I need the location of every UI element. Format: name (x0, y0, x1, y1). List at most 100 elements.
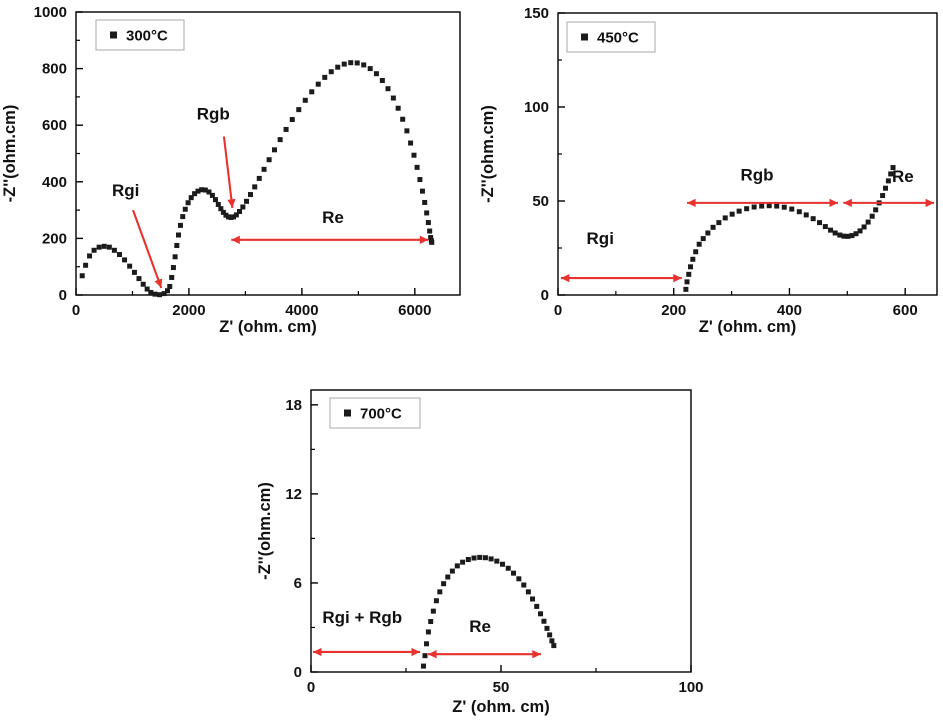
data-point (192, 191, 198, 197)
data-point (169, 274, 175, 280)
arrow-head (532, 650, 541, 659)
data-point (188, 195, 194, 201)
data-point (127, 263, 133, 269)
data-point (177, 222, 183, 228)
data-point (395, 105, 401, 111)
data-point (172, 254, 178, 260)
data-point (106, 244, 112, 250)
data-point (175, 232, 181, 238)
data-point (373, 71, 379, 77)
data-point (228, 214, 234, 220)
data-series (683, 165, 896, 292)
data-point (516, 576, 522, 582)
annotation-label: Re (892, 167, 914, 186)
data-point (218, 206, 224, 212)
data-point (424, 641, 430, 647)
data-point (828, 227, 834, 233)
data-point (302, 97, 308, 103)
data-point (766, 203, 772, 209)
nyquist-plot-700c: 0 50 100 0 6 12 18 Z' (ohm. cm) -Z''(ohm.cm) Rgi … (256, 389, 704, 716)
data-point (865, 219, 871, 225)
y-tick-label: 400 (42, 174, 67, 191)
data-point (400, 116, 406, 122)
data-point (429, 239, 435, 245)
data-point (521, 582, 527, 588)
data-point (335, 64, 341, 70)
y-tick-label: 1000 (34, 4, 67, 21)
data-point (751, 204, 757, 210)
data-point (422, 199, 428, 205)
data-point (420, 663, 426, 669)
data-point (144, 286, 150, 292)
axes: 0 200 400 600 0 50 100 150 (524, 5, 918, 319)
data-point (710, 224, 716, 230)
y-tick-label: 800 (42, 61, 67, 78)
annotation-label: Rgb (741, 165, 774, 184)
data-point (494, 558, 500, 564)
annotation-label: Re (469, 617, 491, 636)
data-point (471, 555, 477, 561)
data-point (857, 228, 863, 234)
x-tick-label: 0 (307, 679, 315, 696)
y-tick-label: 18 (285, 397, 302, 414)
data-point (759, 203, 765, 209)
data-point (404, 128, 410, 134)
data-point (341, 61, 347, 67)
arrow-head (154, 278, 163, 288)
data-point (379, 77, 385, 83)
data-point (454, 563, 460, 569)
data-point (79, 273, 85, 279)
y-tick-label: 200 (42, 230, 67, 247)
data-point (385, 86, 391, 92)
y-axis-label: -Z''(ohm.cm) (1, 105, 19, 203)
data-point (690, 256, 696, 262)
data-point (853, 231, 859, 237)
data-point (408, 140, 414, 146)
arrow-head (687, 198, 696, 208)
data-point (437, 589, 443, 595)
data-point (736, 208, 742, 214)
arrow-head (560, 273, 570, 283)
data-point (441, 581, 447, 587)
data-point (209, 192, 215, 198)
arrow-head (843, 198, 852, 208)
legend: 300°C (95, 19, 185, 51)
nyquist-plot-450c: 0 200 400 600 0 50 100 150 Z' (ohm. cm) -Z''(ohm.… (479, 5, 938, 336)
arrow-head (925, 198, 935, 208)
data-point (488, 556, 494, 562)
data-point (164, 288, 170, 294)
x-tick-label: 6000 (398, 302, 431, 319)
data-point (354, 60, 360, 66)
arrow-head (227, 198, 236, 208)
data-point (832, 230, 838, 236)
data-point (83, 262, 89, 268)
data-point (161, 291, 167, 297)
legend: 450°C (566, 21, 656, 53)
data-point (500, 561, 506, 567)
data-point (873, 207, 879, 213)
data-point (182, 206, 188, 212)
data-point (231, 214, 237, 220)
data-point (465, 556, 471, 562)
data-point (91, 247, 97, 253)
data-point (482, 555, 488, 561)
data-point (424, 210, 430, 216)
data-point (236, 209, 242, 215)
data-point (449, 568, 455, 574)
data-point (880, 193, 886, 199)
y-tick-label: 150 (524, 5, 549, 22)
legend-marker (581, 33, 588, 41)
data-series (79, 60, 435, 298)
data-point (220, 209, 226, 215)
data-point (411, 152, 417, 158)
x-tick-label: 100 (678, 679, 703, 696)
annotations: Rgi + Rgb Re (312, 608, 541, 659)
data-point (722, 215, 728, 221)
x-tick-label: 0 (72, 302, 80, 319)
legend-marker (110, 31, 117, 39)
data-point (505, 565, 511, 571)
arrow-head (829, 198, 839, 208)
data-point (271, 147, 277, 153)
data-point (131, 269, 137, 275)
